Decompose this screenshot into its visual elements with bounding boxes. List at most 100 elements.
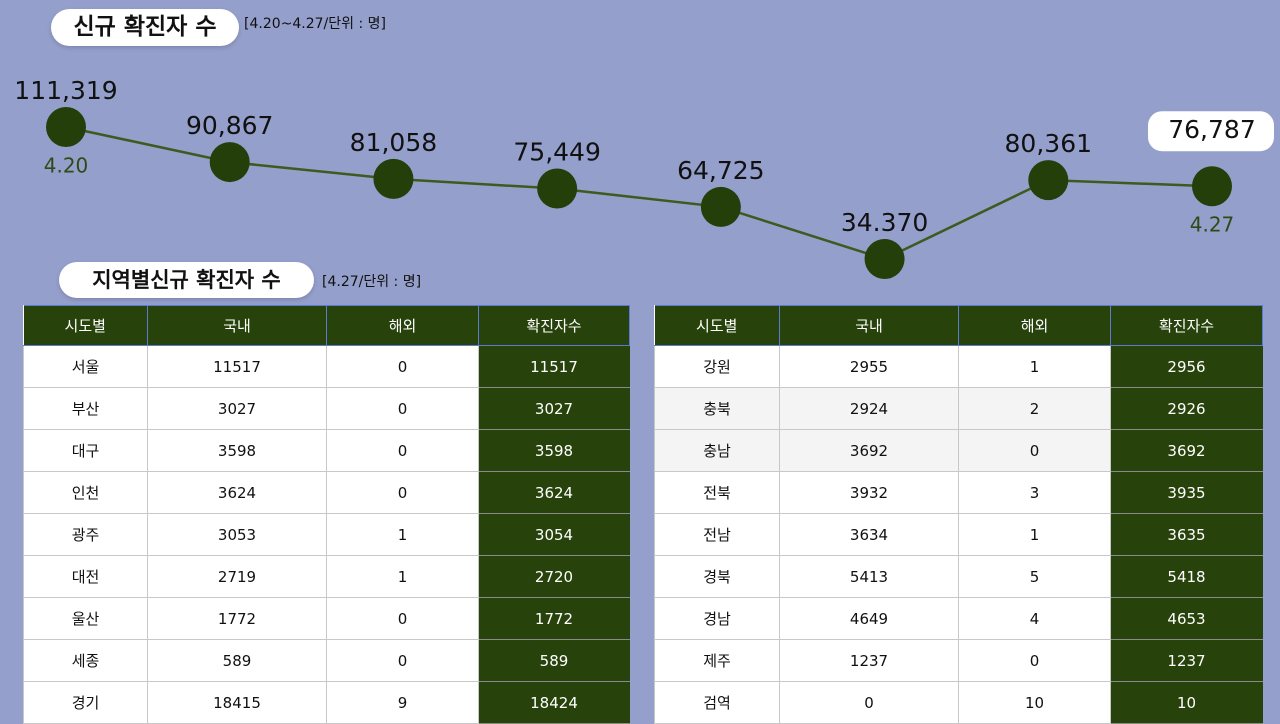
value-label: 80,361 bbox=[1005, 129, 1092, 158]
number-cell: 9 bbox=[326, 681, 479, 724]
region-cell: 전남 bbox=[654, 513, 780, 556]
region-cell: 대구 bbox=[23, 429, 148, 472]
number-cell: 3027 bbox=[147, 387, 327, 430]
number-cell: 1772 bbox=[147, 597, 327, 640]
number-cell: 589 bbox=[147, 639, 327, 682]
value-label: 34.370 bbox=[841, 208, 928, 237]
region-cell: 울산 bbox=[23, 597, 148, 640]
number-cell: 1 bbox=[326, 513, 479, 556]
number-cell: 3053 bbox=[147, 513, 327, 556]
column-header: 국내 bbox=[779, 305, 959, 346]
region-cell: 대전 bbox=[23, 555, 148, 598]
region-cell: 부산 bbox=[23, 387, 148, 430]
region-cell: 광주 bbox=[23, 513, 148, 556]
section-note: [4.27/단위 : 명] bbox=[322, 274, 422, 290]
number-cell: 2956 bbox=[1110, 345, 1263, 388]
number-cell: 2924 bbox=[779, 387, 959, 430]
number-cell: 3634 bbox=[779, 513, 959, 556]
point bbox=[700, 186, 741, 227]
region-table: 시도별 국내 해외 확진자수 강원 2955 1 2956 충북 2924 2 2926 충남 3692 0… bbox=[654, 305, 1263, 724]
number-cell: 4653 bbox=[1110, 597, 1263, 640]
line-chart: 111,319 4.20 90,867 81,058 75,449 64,725 34.37… bbox=[14, 76, 1274, 279]
number-cell: 11517 bbox=[147, 345, 327, 388]
region-cell: 제주 bbox=[654, 639, 780, 682]
line bbox=[65, 125, 1213, 261]
region-cell: 충남 bbox=[654, 429, 780, 472]
number-cell: 0 bbox=[326, 387, 479, 430]
number-cell: 11517 bbox=[478, 345, 630, 388]
number-cell: 2 bbox=[958, 387, 1111, 430]
point bbox=[46, 107, 86, 147]
point bbox=[1192, 166, 1232, 207]
point bbox=[537, 168, 578, 209]
number-cell: 1237 bbox=[779, 639, 959, 682]
number-cell: 3598 bbox=[478, 429, 630, 472]
column-header: 시도별 bbox=[654, 305, 780, 346]
number-cell: 3635 bbox=[1110, 513, 1263, 556]
number-cell: 1772 bbox=[478, 597, 630, 640]
column-header: 해외 bbox=[326, 305, 479, 346]
number-cell: 18424 bbox=[478, 681, 630, 724]
number-cell: 3598 bbox=[147, 429, 327, 472]
title: 신규 확진자 수 bbox=[51, 9, 239, 46]
column-header: 해외 bbox=[958, 305, 1111, 346]
x-label: 4.27 bbox=[1190, 213, 1235, 237]
number-cell: 4 bbox=[958, 597, 1111, 640]
number-cell: 1 bbox=[958, 345, 1111, 388]
region-cell: 경남 bbox=[654, 597, 780, 640]
region-cell: 강원 bbox=[654, 345, 780, 388]
number-cell: 10 bbox=[1110, 681, 1263, 724]
region-cell: 세종 bbox=[23, 639, 148, 682]
number-cell: 0 bbox=[326, 471, 479, 514]
column-header: 확진자수 bbox=[1110, 305, 1263, 346]
number-cell: 589 bbox=[478, 639, 630, 682]
number-cell: 0 bbox=[326, 597, 479, 640]
column-header: 확진자수 bbox=[478, 305, 630, 346]
number-cell: 5418 bbox=[1110, 555, 1263, 598]
point bbox=[373, 158, 414, 199]
region-cell: 인천 bbox=[23, 471, 148, 514]
number-cell: 3932 bbox=[779, 471, 959, 514]
value-label-box bbox=[1148, 111, 1274, 152]
x-label: 4.20 bbox=[44, 154, 89, 178]
number-cell: 0 bbox=[958, 639, 1111, 682]
value-label: 76,787 bbox=[1168, 115, 1255, 144]
number-cell: 2926 bbox=[1110, 387, 1263, 430]
number-cell: 3935 bbox=[1110, 471, 1263, 514]
number-cell: 3692 bbox=[779, 429, 959, 472]
number-cell: 3054 bbox=[478, 513, 630, 556]
number-cell: 3 bbox=[958, 471, 1111, 514]
number-cell: 3624 bbox=[478, 471, 630, 514]
number-cell: 4649 bbox=[779, 597, 959, 640]
number-cell: 0 bbox=[326, 639, 479, 682]
number-cell: 3624 bbox=[147, 471, 327, 514]
value-label: 111,319 bbox=[14, 76, 117, 105]
point bbox=[1028, 160, 1069, 201]
number-cell: 0 bbox=[779, 681, 959, 724]
number-cell: 3692 bbox=[1110, 429, 1263, 472]
number-cell: 0 bbox=[958, 429, 1111, 472]
value-label: 75,449 bbox=[513, 138, 600, 167]
column-header: 국내 bbox=[147, 305, 327, 346]
region-cell: 서울 bbox=[23, 345, 148, 388]
number-cell: 18415 bbox=[147, 681, 327, 724]
number-cell: 2955 bbox=[779, 345, 959, 388]
number-cell: 5413 bbox=[779, 555, 959, 598]
number-cell: 0 bbox=[326, 429, 479, 472]
number-cell: 10 bbox=[958, 681, 1111, 724]
region-cell: 검역 bbox=[654, 681, 780, 724]
value-label: 81,058 bbox=[350, 128, 437, 157]
point bbox=[864, 239, 905, 279]
number-cell: 1 bbox=[958, 513, 1111, 556]
number-cell: 0 bbox=[326, 345, 479, 388]
region-table: 시도별 국내 해외 확진자수 서울 11517 0 11517 부산 3027 0 3027 대구 359… bbox=[23, 305, 630, 724]
value-label: 64,725 bbox=[677, 156, 764, 185]
value-label: 90,867 bbox=[186, 111, 273, 140]
number-cell: 1237 bbox=[1110, 639, 1263, 682]
region-cell: 전북 bbox=[654, 471, 780, 514]
section-title: 지역별신규 확진자 수 bbox=[59, 262, 314, 298]
region-cell: 경북 bbox=[654, 555, 780, 598]
title-note: [4.20~4.27/단위 : 명] bbox=[244, 16, 386, 32]
number-cell: 2720 bbox=[478, 555, 630, 598]
